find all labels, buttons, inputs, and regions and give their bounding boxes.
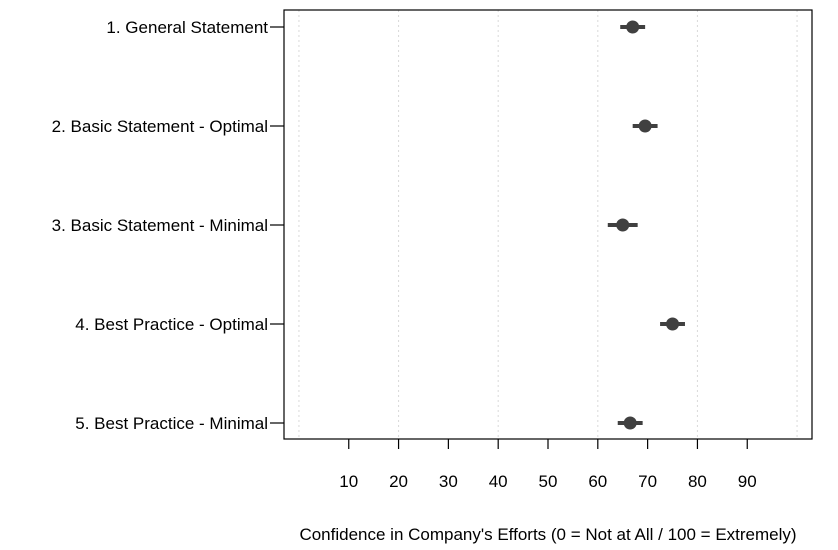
y-axis: 1. General Statement 2. Basic Statement -… bbox=[52, 18, 284, 433]
x-axis-title: Confidence in Company's Efforts (0 = Not… bbox=[299, 525, 796, 544]
point-estimate bbox=[638, 119, 652, 133]
data-marks bbox=[607, 20, 685, 430]
x-tick-label: 40 bbox=[489, 472, 508, 491]
x-tick-label: 50 bbox=[539, 472, 558, 491]
y-tick-label: 4. Best Practice - Optimal bbox=[75, 315, 268, 334]
y-tick-label: 2. Basic Statement - Optimal bbox=[52, 117, 268, 136]
y-tick-label: 1. General Statement bbox=[106, 18, 268, 37]
x-tick-label: 70 bbox=[638, 472, 657, 491]
gridlines bbox=[298, 10, 798, 439]
x-tick-label: 10 bbox=[339, 472, 358, 491]
x-tick-label: 30 bbox=[439, 472, 458, 491]
x-tick-label: 90 bbox=[738, 472, 757, 491]
y-tick-label: 3. Basic Statement - Minimal bbox=[52, 216, 268, 235]
point-estimate bbox=[666, 317, 680, 331]
y-tick-label: 5. Best Practice - Minimal bbox=[75, 414, 268, 433]
point-estimate bbox=[623, 416, 637, 430]
x-tick-label: 20 bbox=[389, 472, 408, 491]
x-tick-label: 80 bbox=[688, 472, 707, 491]
point-estimate bbox=[626, 20, 640, 34]
x-axis: 10 20 30 40 50 60 70 80 90 bbox=[339, 439, 757, 491]
point-estimate bbox=[616, 218, 630, 232]
x-tick-label: 60 bbox=[588, 472, 607, 491]
plot-frame bbox=[283, 9, 813, 440]
